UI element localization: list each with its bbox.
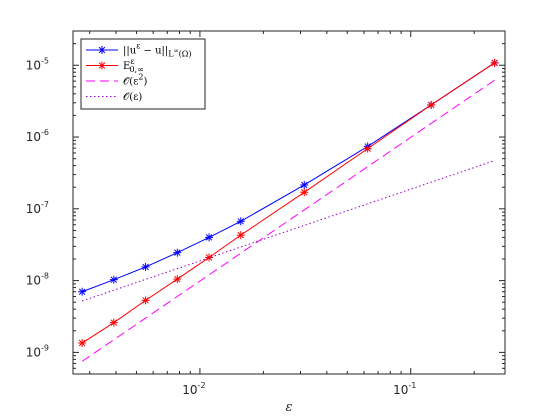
x-tick-label-0: 10-2 xyxy=(182,381,205,397)
series-line-3 xyxy=(81,160,495,302)
legend-label-1: Eε 0,∞ xyxy=(123,57,144,74)
series-1-point-4 xyxy=(205,253,214,262)
legend-marker-1 xyxy=(98,61,106,70)
series-0-point-4 xyxy=(205,233,214,242)
legend-label-0: ||uε − u||L∞(Ω) xyxy=(123,42,191,59)
series-layer xyxy=(78,58,499,362)
series-1-point-2 xyxy=(141,296,150,305)
series-1-point-6 xyxy=(300,188,309,197)
series-1-point-1 xyxy=(109,318,118,327)
x-axis-label: ε xyxy=(286,400,293,415)
series-1-point-7 xyxy=(363,144,372,153)
y-tick-label-4: 10-5 xyxy=(26,56,49,72)
legend-marker-0 xyxy=(98,46,106,54)
axes-layer: 10-2 10-1 10-9 10-8 10-7 10-6 10-5 xyxy=(26,30,506,397)
series-line-0 xyxy=(81,62,495,293)
series-1-point-9 xyxy=(490,58,499,67)
x-tick-label-1: 10-1 xyxy=(393,381,416,397)
series-0-point-1 xyxy=(109,275,118,284)
axes-box xyxy=(72,30,506,375)
y-tick-label-2: 10-7 xyxy=(26,200,49,216)
y-tick-label-1: 10-8 xyxy=(26,272,49,288)
legend-box xyxy=(80,38,206,110)
series-1-point-8 xyxy=(427,100,436,109)
series-1-point-5 xyxy=(236,231,245,240)
series-1-point-3 xyxy=(173,275,182,284)
series-0-point-3 xyxy=(173,248,182,257)
legend-label-2: 𝒪(ε2) xyxy=(123,73,147,88)
y-tick-label-3: 10-6 xyxy=(26,128,49,144)
series-1-point-0 xyxy=(78,339,87,348)
series-0-point-6 xyxy=(300,180,309,189)
series-0-point-5 xyxy=(236,217,245,226)
series-0-point-0 xyxy=(78,287,87,296)
series-line-1 xyxy=(81,62,495,344)
legend-label-3: 𝒪(ε) xyxy=(123,92,142,103)
legend: ||uε − u||L∞(Ω)Eε 0,∞𝒪(ε2) 𝒪(ε) xyxy=(80,38,206,110)
series-0-point-2 xyxy=(141,262,150,271)
y-tick-label-0: 10-9 xyxy=(26,343,49,359)
